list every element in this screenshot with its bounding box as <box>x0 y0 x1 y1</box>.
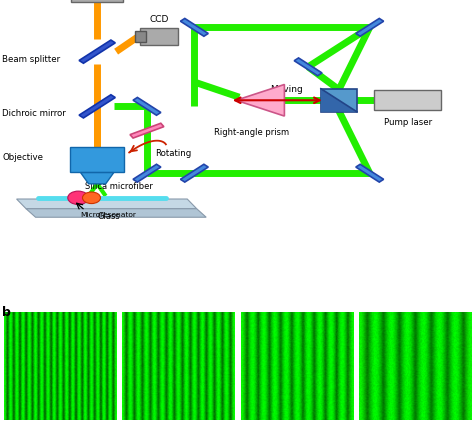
Text: Rotating: Rotating <box>155 149 191 158</box>
Polygon shape <box>181 19 208 36</box>
Polygon shape <box>356 19 383 36</box>
Bar <box>71 0 123 2</box>
Polygon shape <box>321 89 357 112</box>
Text: Objective: Objective <box>2 154 43 162</box>
Polygon shape <box>321 89 357 112</box>
Text: Moving: Moving <box>270 84 303 94</box>
Text: Glass: Glass <box>98 212 120 221</box>
Polygon shape <box>236 84 284 116</box>
Polygon shape <box>79 95 115 118</box>
Circle shape <box>82 192 100 203</box>
Circle shape <box>68 191 89 205</box>
Polygon shape <box>130 123 164 138</box>
Bar <box>140 28 178 45</box>
Polygon shape <box>133 97 161 115</box>
Polygon shape <box>356 164 383 182</box>
Polygon shape <box>79 40 115 63</box>
Polygon shape <box>133 164 161 182</box>
Text: Right-angle prism: Right-angle prism <box>214 127 289 137</box>
Text: Pump laser: Pump laser <box>383 118 432 127</box>
Text: CCD: CCD <box>149 15 168 24</box>
Polygon shape <box>294 58 322 76</box>
Bar <box>135 31 146 42</box>
Bar <box>70 146 124 173</box>
Polygon shape <box>26 209 206 217</box>
Text: Beam splitter: Beam splitter <box>2 55 61 64</box>
Text: Microresonator: Microresonator <box>81 212 137 218</box>
Text: Dichroic mirror: Dichroic mirror <box>2 109 66 119</box>
Polygon shape <box>81 173 114 184</box>
Text: b: b <box>2 306 11 319</box>
Bar <box>374 90 441 110</box>
Text: Silica microfiber: Silica microfiber <box>84 181 153 190</box>
Polygon shape <box>181 164 208 182</box>
Polygon shape <box>17 199 197 209</box>
